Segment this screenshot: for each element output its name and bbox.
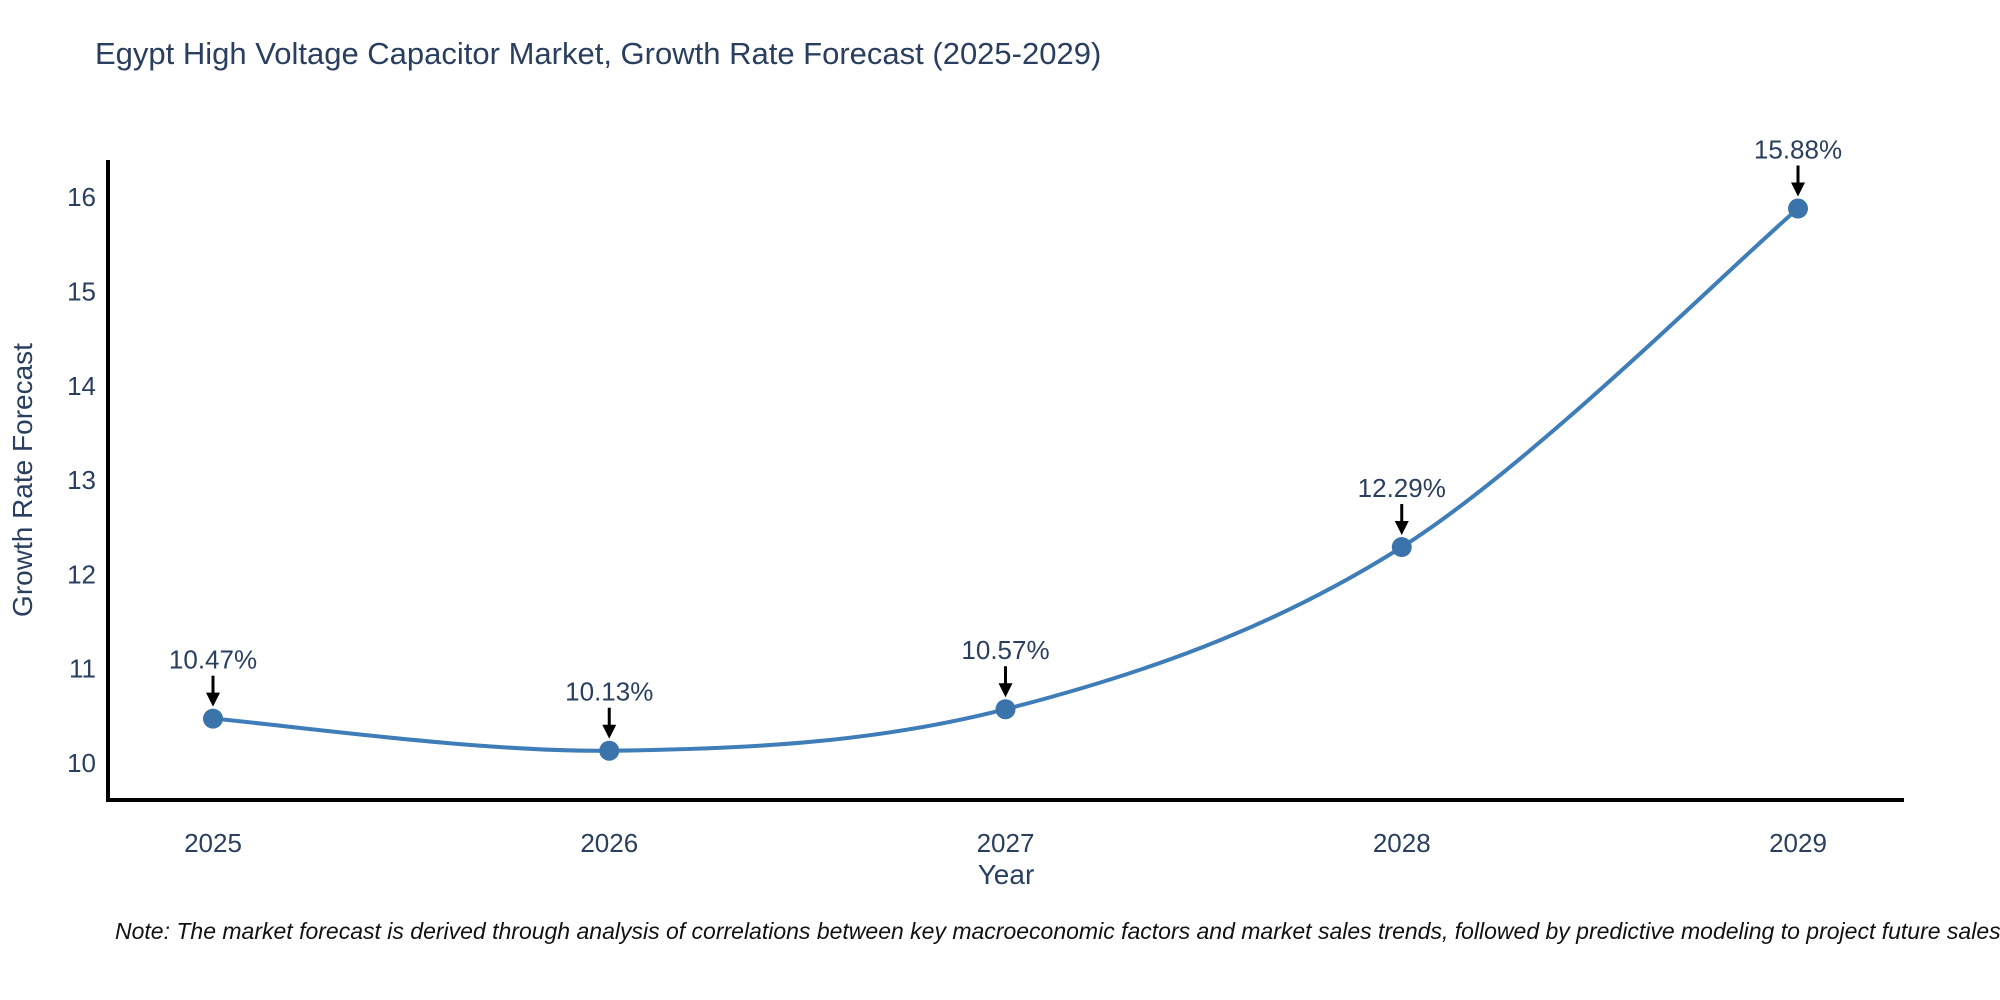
point-value-label: 10.57% [961, 635, 1049, 665]
y-tick-label: 14 [67, 371, 96, 401]
point-annotations: 10.47% 10.13% 10.57% 12.29% 15.88% [169, 135, 1842, 739]
data-point-marker [995, 699, 1016, 720]
point-value-label: 15.88% [1754, 135, 1842, 165]
y-axis-title: Growth Rate Forecast [7, 343, 38, 617]
y-tick-label: 12 [67, 559, 96, 589]
series-markers [203, 198, 1808, 761]
y-axis-tick-labels: 10 11 12 13 14 15 16 [67, 182, 96, 778]
annotation-arrowhead-icon [1791, 182, 1805, 197]
point-value-label: 10.47% [169, 645, 257, 675]
x-tick-label: 2028 [1373, 828, 1431, 858]
y-tick-label: 10 [67, 748, 96, 778]
axis-lines [106, 160, 1904, 802]
point-value-label: 12.29% [1358, 473, 1446, 503]
x-tick-label: 2025 [184, 828, 242, 858]
x-tick-label: 2026 [580, 828, 638, 858]
y-tick-label: 11 [69, 654, 96, 684]
annotation-arrowhead-icon [602, 724, 617, 739]
annotation-arrowhead-icon [998, 683, 1013, 698]
y-tick-label: 13 [67, 465, 96, 495]
x-tick-label: 2029 [1769, 828, 1827, 858]
annotation-arrowhead-icon [1394, 521, 1409, 536]
x-axis-tick-labels: 2025 2026 2027 2028 2029 [184, 828, 1827, 858]
annotation-arrowhead-icon [206, 692, 220, 707]
y-tick-label: 16 [67, 182, 96, 212]
point-value-label: 10.13% [565, 677, 653, 707]
chart-title: Egypt High Voltage Capacitor Market, Gro… [95, 36, 1102, 71]
data-point-marker [1391, 537, 1412, 558]
y-tick-label: 15 [67, 277, 96, 307]
x-tick-label: 2027 [977, 828, 1035, 858]
data-point-marker [203, 708, 223, 729]
x-axis-title: Year [978, 859, 1035, 890]
footnote: Note: The market forecast is derived thr… [115, 918, 2000, 944]
data-point-marker [599, 740, 620, 761]
data-point-marker [1788, 198, 1808, 219]
